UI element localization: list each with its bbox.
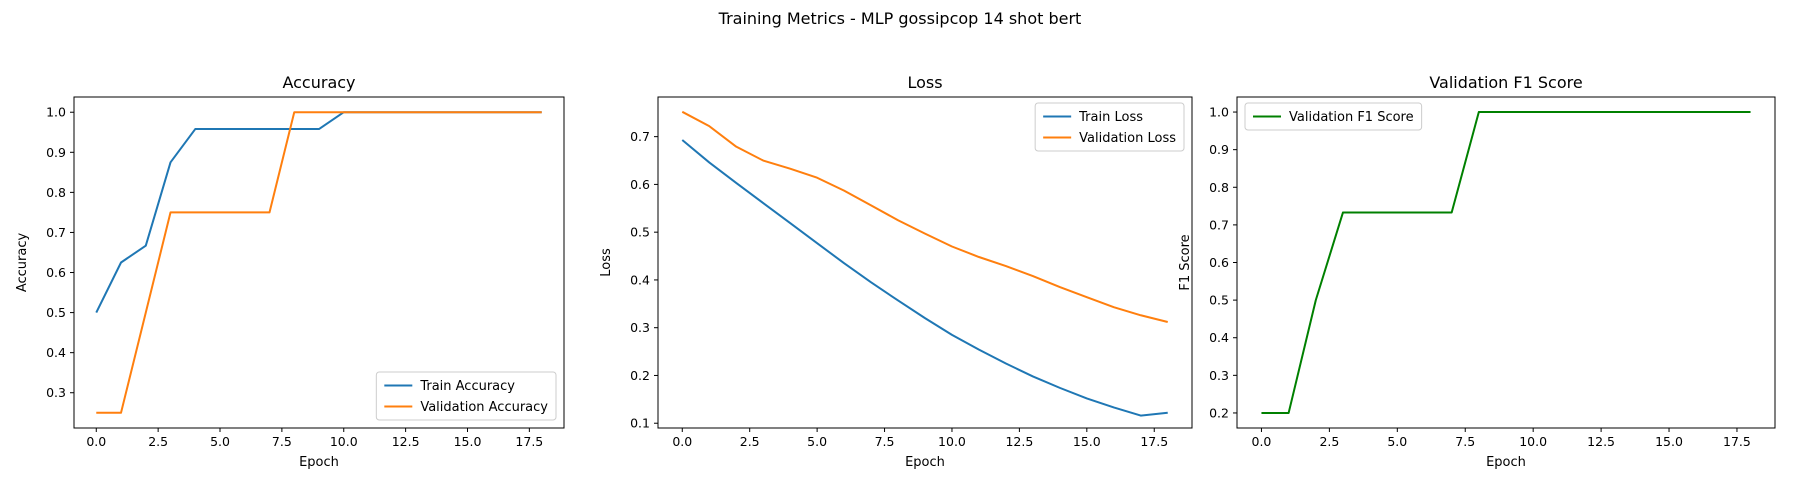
y-tick-label: 0.7 — [630, 129, 650, 144]
x-tick-label: 15.0 — [1073, 434, 1101, 449]
y-tick-label: 0.4 — [46, 345, 66, 360]
y-tick-label: 1.0 — [46, 105, 66, 120]
x-tick-label: 0.0 — [86, 434, 106, 449]
y-tick-label: 1.0 — [1209, 105, 1229, 120]
legend-entry: Validation F1 Score — [1289, 110, 1414, 125]
legend: Train Accuracy Validation Accuracy — [375, 371, 557, 421]
legend: Train Loss Validation Loss — [1034, 102, 1185, 152]
x-tick-label: 17.5 — [515, 434, 543, 449]
x-tick-label: 2.5 — [148, 434, 168, 449]
y-tick-label: 0.4 — [630, 272, 650, 287]
y-tick-label: 0.7 — [46, 225, 66, 240]
y-tick-label: 0.7 — [1209, 217, 1229, 232]
y-tick-label: 0.3 — [1209, 368, 1229, 383]
y-tick-label: 0.5 — [630, 225, 650, 240]
x-tick-label: 5.0 — [210, 434, 230, 449]
x-tick-label: 10.0 — [1519, 434, 1547, 449]
y-tick-label: 0.3 — [46, 385, 66, 400]
legend-entry: Validation Accuracy — [420, 400, 548, 415]
x-tick-label: 15.0 — [454, 434, 482, 449]
legend-box — [1034, 102, 1185, 152]
chart-title: Validation F1 Score — [1429, 73, 1582, 92]
y-tick-label: 0.2 — [1209, 405, 1229, 420]
x-tick-label: 12.5 — [1005, 434, 1033, 449]
y-tick-label: 0.5 — [1209, 293, 1229, 308]
legend-box — [1244, 102, 1423, 131]
x-tick-label: 17.5 — [1723, 434, 1751, 449]
y-tick-label: 0.6 — [46, 265, 66, 280]
chart-1: Accuracy 0.0 2.5 5.0 7.5 10.0 12.5 15.0 17.5 0.3 0… — [15, 73, 565, 470]
x-tick-label: 2.5 — [740, 434, 760, 449]
chart-2: Loss 0.0 2.5 5.0 7.5 10.0 12.5 15.0 17.5 0.1 0.2 0.… — [599, 73, 1193, 470]
x-tick-label: 12.5 — [392, 434, 420, 449]
x-axis-label: Epoch — [299, 455, 339, 470]
x-tick-label: 7.5 — [1455, 434, 1475, 449]
y-axis-label: Loss — [599, 248, 614, 277]
y-tick-label: 0.1 — [630, 416, 650, 431]
x-tick-label: 7.5 — [875, 434, 895, 449]
series-line-train-loss — [681, 139, 1168, 417]
charts-container: Accuracy 0.0 2.5 5.0 7.5 10.0 12.5 15.0 17.5 0.3 0… — [15, 73, 1776, 470]
y-axis-label: Accuracy — [15, 233, 30, 293]
series-line-validation-accuracy — [96, 111, 542, 414]
series-line-validation-loss — [681, 110, 1168, 323]
y-tick-label: 0.9 — [46, 145, 66, 160]
x-tick-label: 12.5 — [1587, 434, 1615, 449]
x-tick-label: 0.0 — [1252, 434, 1272, 449]
x-tick-label: 5.0 — [1387, 434, 1407, 449]
x-tick-label: 0.0 — [672, 434, 692, 449]
legend-entry: Train Accuracy — [419, 379, 515, 394]
legend-box — [375, 371, 557, 421]
x-tick-label: 2.5 — [1319, 434, 1339, 449]
chart-title: Loss — [907, 73, 942, 92]
legend-entry: Validation Loss — [1079, 131, 1176, 146]
chart-3: Validation F1 Score 0.0 2.5 5.0 7.5 10.0 12.5 1… — [1178, 73, 1776, 470]
x-tick-label: 10.0 — [330, 434, 358, 449]
y-tick-label: 0.8 — [46, 185, 66, 200]
chart-title: Accuracy — [282, 73, 355, 92]
x-axis-label: Epoch — [1486, 455, 1526, 470]
y-tick-label: 0.2 — [630, 368, 650, 383]
y-tick-label: 0.8 — [1209, 180, 1229, 195]
axes-frame — [73, 96, 565, 429]
axes-frame — [1236, 96, 1776, 429]
x-axis-label: Epoch — [905, 455, 945, 470]
y-tick-label: 0.6 — [1209, 255, 1229, 270]
y-tick-label: 0.3 — [630, 320, 650, 335]
series-line-validation-f1-score — [1261, 111, 1751, 414]
y-tick-label: 0.9 — [1209, 142, 1229, 157]
x-tick-label: 10.0 — [938, 434, 966, 449]
x-tick-label: 15.0 — [1655, 434, 1683, 449]
series-line-train-accuracy — [95, 111, 542, 314]
y-tick-label: 0.6 — [630, 177, 650, 192]
y-tick-label: 0.4 — [1209, 330, 1229, 345]
x-tick-label: 5.0 — [807, 434, 827, 449]
figure-title: Training Metrics - MLP gossipcop 14 shot… — [718, 9, 1082, 28]
y-axis-label: F1 Score — [1178, 234, 1193, 290]
legend-entry: Train Loss — [1078, 110, 1143, 125]
axes-frame — [657, 96, 1193, 429]
legend: Validation F1 Score — [1244, 102, 1423, 131]
x-tick-label: 17.5 — [1140, 434, 1168, 449]
y-tick-label: 0.5 — [46, 305, 66, 320]
x-tick-label: 7.5 — [272, 434, 292, 449]
